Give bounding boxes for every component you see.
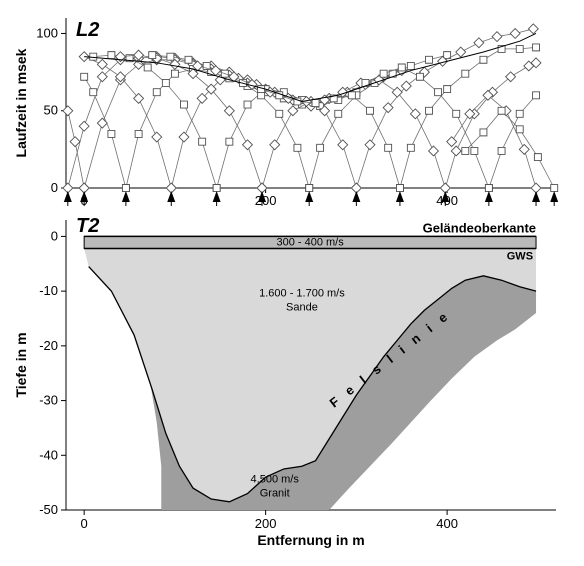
svg-text:0: 0 — [51, 180, 58, 195]
svg-text:300 - 400 m/s: 300 - 400 m/s — [276, 236, 344, 248]
bottom-panel-label: T2 — [76, 215, 99, 237]
svg-text:Sande: Sande — [286, 301, 318, 313]
top-y-label: Laufzeit in msek — [13, 48, 29, 157]
svg-text:-30: -30 — [39, 393, 58, 408]
svg-text:50: 50 — [44, 103, 58, 118]
top-panel-label: L2 — [76, 19, 99, 41]
cross-section — [84, 236, 536, 510]
svg-text:-20: -20 — [39, 338, 58, 353]
svg-text:-10: -10 — [39, 283, 58, 298]
bottom-y-ticks: 0 -10 -20 -30 -40 -50 — [39, 228, 66, 517]
bottom-y-label: Tiefe in m — [13, 332, 29, 397]
top-y-ticks: 0 50 100 — [36, 25, 66, 195]
surface-label: Geländeoberkante — [423, 220, 536, 235]
svg-text:400: 400 — [436, 516, 458, 531]
bottom-x-ticks: 0 200 400 — [81, 510, 458, 531]
svg-text:GWS: GWS — [507, 250, 533, 262]
shot-arrows — [64, 191, 558, 206]
figure-wrapper: L2 0 50 100 0 200 400 Laufzeit in msek T2 0 -… — [8, 8, 576, 558]
bottom-x-label: Entfernung in m — [257, 532, 364, 548]
bottom-panel: T2 0 -10 -20 -30 -40 -50 0 200 400 Tiefe in m E… — [13, 215, 556, 548]
svg-text:200: 200 — [255, 516, 277, 531]
svg-text:-50: -50 — [39, 502, 58, 517]
svg-text:0: 0 — [81, 516, 88, 531]
top-panel: L2 050100 0200400 Laufzeit in msek — [13, 18, 558, 208]
top-panel-svg: L2 050100 0200400 Laufzeit in msek — [8, 8, 576, 208]
svg-text:Granit: Granit — [260, 487, 290, 499]
seismic-lines — [63, 24, 558, 193]
svg-text:200: 200 — [255, 193, 277, 208]
svg-text:-40: -40 — [39, 447, 58, 462]
svg-text:4.500 m/s: 4.500 m/s — [251, 474, 300, 486]
svg-text:0: 0 — [51, 228, 58, 243]
svg-text:100: 100 — [36, 25, 58, 40]
bottom-panel-svg: T2 0 -10 -20 -30 -40 -50 0 200 400 Tiefe in m E… — [8, 208, 576, 558]
bottom-envelope — [84, 33, 536, 101]
svg-text:1.600 - 1.700 m/s: 1.600 - 1.700 m/s — [259, 288, 345, 300]
